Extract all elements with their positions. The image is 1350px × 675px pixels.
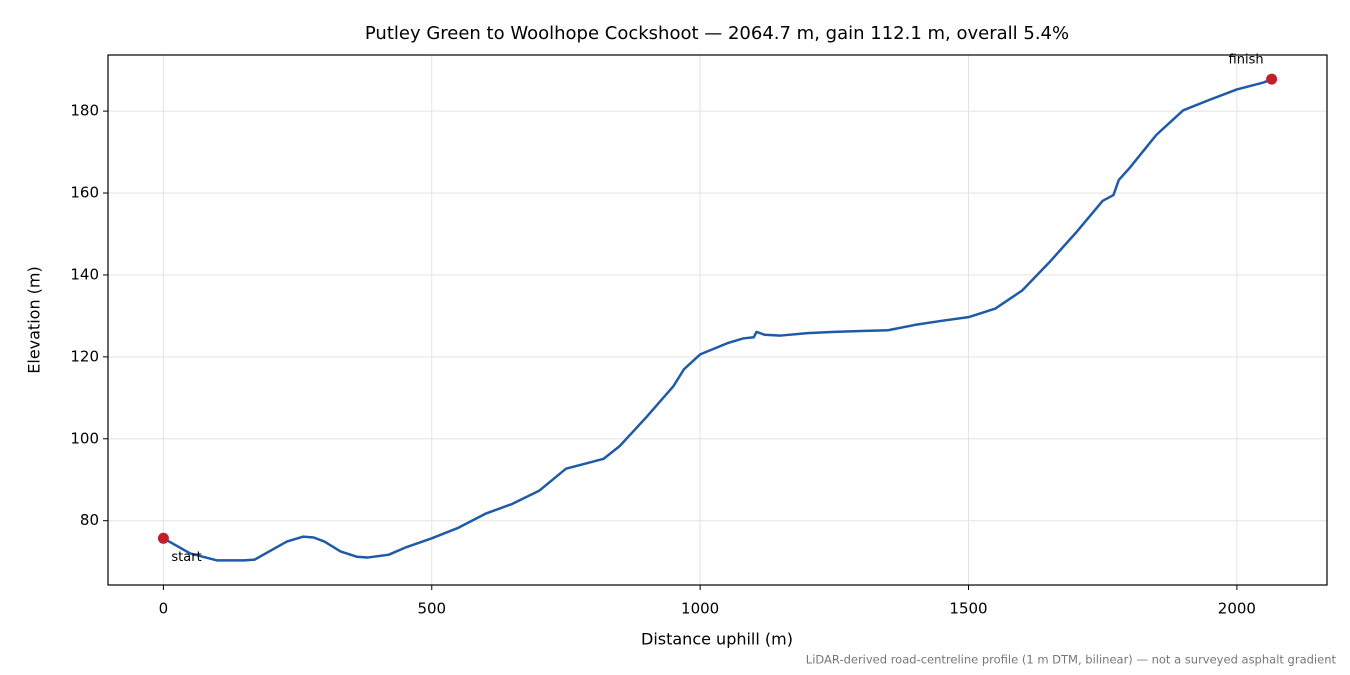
endpoint-marker [1266, 73, 1278, 85]
endpoint-label: start [171, 550, 201, 565]
endpoint-label: finish [1229, 53, 1264, 68]
x-tick-label: 1500 [949, 600, 987, 618]
y-tick-label: 160 [70, 184, 99, 202]
x-axis-label: Distance uphill (m) [641, 630, 793, 649]
chart-title: Putley Green to Woolhope Cockshoot — 206… [365, 23, 1069, 44]
x-tick-label: 0 [159, 600, 169, 618]
y-tick-label: 180 [70, 102, 99, 120]
footnote: LiDAR-derived road-centreline profile (1… [806, 653, 1337, 667]
y-tick-label: 120 [70, 347, 99, 365]
elevation-line [162, 78, 1273, 562]
y-tick-label: 80 [80, 511, 99, 529]
y-axis-label: Elevation (m) [25, 266, 44, 373]
x-tick-label: 1000 [681, 600, 719, 618]
y-tick-label: 100 [70, 429, 99, 447]
x-tick-label: 2000 [1218, 600, 1256, 618]
endpoint-marker [157, 532, 169, 544]
y-tick-label: 140 [70, 265, 99, 283]
x-tick-label: 500 [417, 600, 446, 618]
plot-frame [107, 54, 1328, 586]
